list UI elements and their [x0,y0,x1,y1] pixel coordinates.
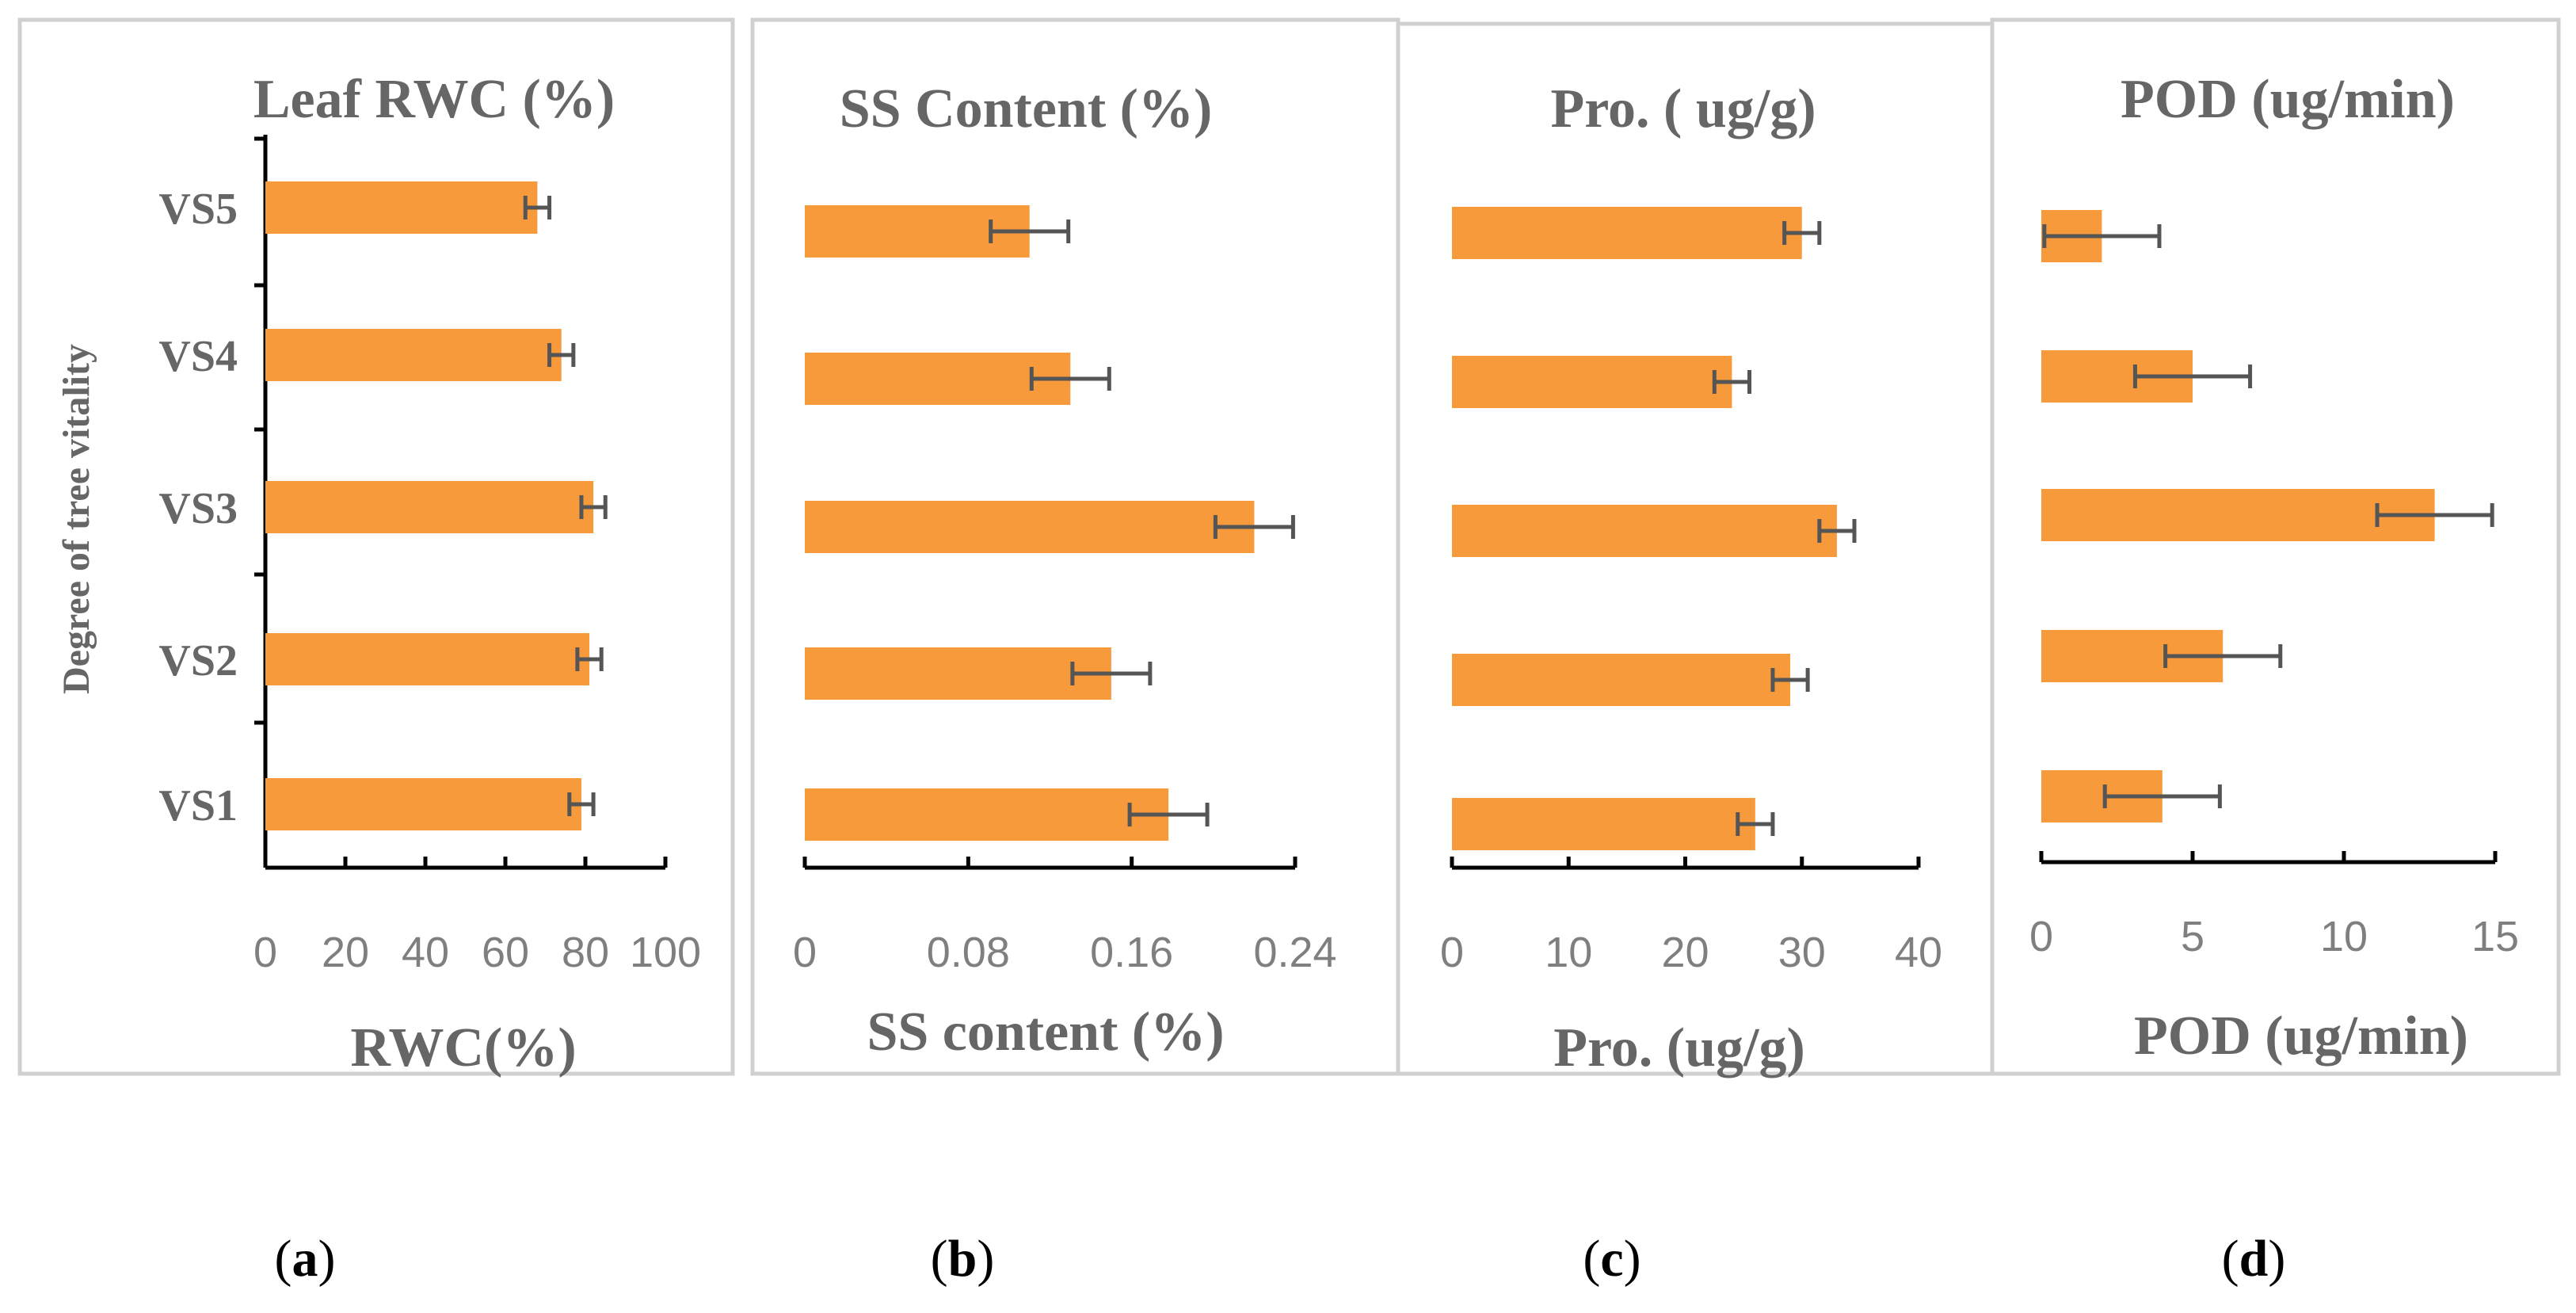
x-tick-label: 10 [1545,929,1592,976]
category-label-vs4: VS4 [158,332,238,381]
x-tick-label: 0 [253,929,277,976]
x-tick-label: 0.08 [927,929,1010,976]
panels: Leaf RWC (%)0 20 40 60 80 100VS1VS2VS3VS4VS5R… [17,17,2561,1078]
error-bar-vs5 [523,196,552,219]
x-tick-label: 100 [630,929,701,976]
panel-frame [17,17,735,1076]
error-bar-vs3 [1817,519,1857,543]
x-tick-label: 20 [322,929,369,976]
x-tick-label: 0 [2029,913,2053,960]
error-bar-vs5 [1782,221,1822,245]
x-tick-label: 20 [1661,929,1709,976]
x-tick-label: 80 [562,929,609,976]
x-tick-label: 5 [2181,913,2204,960]
bar-vs4 [265,329,562,381]
error-bar-vs2 [2163,644,2283,668]
x-tick-label: 30 [1778,929,1826,976]
panel-title: Pro. ( ug/g) [1550,78,1816,139]
error-bar-vs5 [2042,224,2162,248]
error-bar-vs3 [1213,515,1295,539]
category-label-vs5: VS5 [158,185,238,234]
panel-title: Leaf RWC (%) [253,69,615,130]
x-axis-label: RWC(%) [350,1017,576,1078]
x-tick-label: 0.16 [1090,929,1173,976]
error-bar-vs3 [2375,503,2494,527]
panel-a: Leaf RWC (%) 0 20 40 60 80 100 VS1 VS2 VS3 VS4 VS5 R… [17,17,735,1078]
bar-vs4 [805,353,1071,405]
error-bar-vs1 [2102,784,2222,808]
x-tick-label: 0.24 [1253,929,1336,976]
error-bar-vs2 [1070,662,1153,685]
panel-title: SS Content (%) [840,78,1213,139]
x-axis-label: SS content (%) [867,1002,1224,1063]
bar-vs5 [265,181,538,234]
bar-vs1 [1452,798,1755,850]
error-bar-vs4 [1029,367,1111,391]
bar-vs2 [1452,654,1791,706]
error-bar-vs4 [2132,365,2253,388]
panel-b: SS Content (%) 0 0.08 0.16 0.24 SS content (%… [750,17,1400,1076]
bar-vs1 [805,788,1169,841]
subfigure-labels: (a) (b) (c) (d) [275,1230,2286,1288]
subfigure-label-b: (b) [931,1230,995,1288]
x-tick-label: 40 [402,929,449,976]
subfigure-label-c: (c) [1583,1230,1640,1288]
category-label-vs2: VS2 [158,636,238,685]
category-label-vs1: VS1 [158,781,238,830]
x-tick-label: 60 [482,929,529,976]
x-tick-label: 0 [793,929,817,976]
x-axis-label: Pro. (ug/g) [1553,1017,1805,1078]
bar-vs3 [265,481,594,533]
error-bar-vs4 [547,343,576,367]
panel-title: POD (ug/min) [2121,69,2455,130]
bar-vs2 [805,647,1111,700]
subfigure-label-a: (a) [275,1230,336,1288]
error-bar-vs1 [1736,812,1775,836]
category-label-vs3: VS3 [158,484,238,533]
bar-vs4 [1452,356,1732,408]
error-bar-vs1 [1127,803,1210,826]
bar-vs2 [265,633,590,685]
x-tick-label: 40 [1895,929,1942,976]
panel-c: Pro. ( ug/g) 0 10 20 30 40 Pro. (ug/g) [1396,21,1995,1078]
x-axis-label: POD (ug/min) [2134,1006,2468,1067]
bar-vs5 [1452,207,1802,259]
error-bar-vs3 [579,495,608,519]
error-bar-vs5 [989,219,1071,243]
panel-frame [1990,17,2561,1076]
bar-vs3 [2041,489,2435,541]
bar-vs1 [265,778,581,830]
error-bar-vs2 [575,647,604,671]
error-bar-vs1 [567,792,596,816]
error-bar-vs4 [1712,370,1751,394]
subfigure-label-d: (d) [2222,1230,2286,1288]
y-axis-label: Degree of tree vitality [55,344,97,694]
bar-vs3 [805,501,1255,553]
x-tick-label: 15 [2471,913,2519,960]
bar-vs3 [1452,505,1837,557]
x-tick-label: 10 [2320,913,2368,960]
x-tick-label: 0 [1440,929,1464,976]
error-bar-vs2 [1770,668,1810,692]
